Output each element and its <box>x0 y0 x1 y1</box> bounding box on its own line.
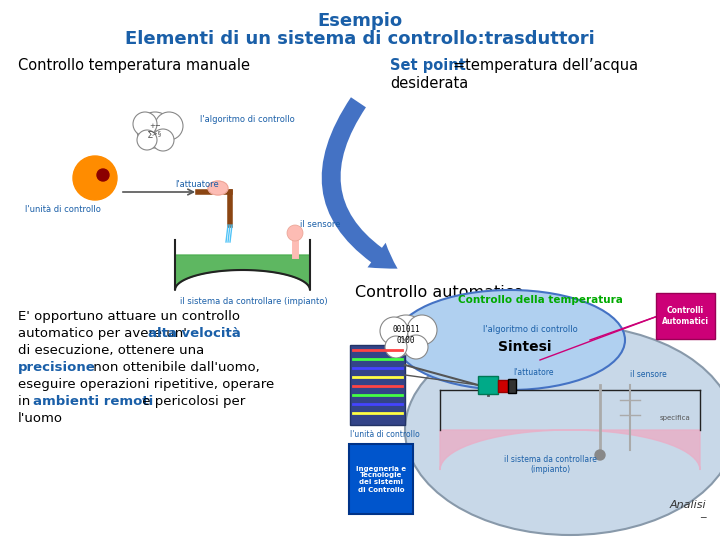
Text: l'algoritmo di controllo: l'algoritmo di controllo <box>482 325 577 334</box>
Text: Controlli
Automatici: Controlli Automatici <box>662 306 708 326</box>
Circle shape <box>137 112 173 148</box>
Text: E' opportuno attuare un controllo: E' opportuno attuare un controllo <box>18 310 240 323</box>
Text: il sistema da controllare (impianto): il sistema da controllare (impianto) <box>180 297 328 306</box>
FancyBboxPatch shape <box>656 293 715 339</box>
Circle shape <box>287 225 303 241</box>
Circle shape <box>152 129 174 151</box>
Text: Controllo temperatura manuale: Controllo temperatura manuale <box>18 58 250 73</box>
Text: l'attuatore: l'attuatore <box>513 368 554 377</box>
FancyBboxPatch shape <box>478 376 498 394</box>
Text: il sensore: il sensore <box>630 370 667 379</box>
Text: _: _ <box>700 508 706 518</box>
Text: ambienti remoti: ambienti remoti <box>33 395 153 408</box>
Circle shape <box>595 450 605 460</box>
Ellipse shape <box>208 181 228 195</box>
Text: 001011
0100: 001011 0100 <box>392 325 420 345</box>
Text: l'attuatore: l'attuatore <box>175 180 219 189</box>
Text: il sistema da controllare
(impianto): il sistema da controllare (impianto) <box>503 455 596 475</box>
Circle shape <box>133 112 157 136</box>
Text: e pericolosi per: e pericolosi per <box>138 395 246 408</box>
Text: eseguire operazioni ripetitive, operare: eseguire operazioni ripetitive, operare <box>18 378 274 391</box>
Text: +−
∑>§: +− ∑>§ <box>148 123 162 137</box>
FancyArrowPatch shape <box>322 97 397 269</box>
Circle shape <box>97 169 109 181</box>
Circle shape <box>73 156 117 200</box>
Text: Elementi di un sistema di controllo:trasduttori: Elementi di un sistema di controllo:tras… <box>125 30 595 48</box>
Circle shape <box>137 130 157 150</box>
Text: l'unità di controllo: l'unità di controllo <box>350 430 420 439</box>
Text: Ingegneria e
Tecnologie
dei sistemi
di Controllo: Ingegneria e Tecnologie dei sistemi di C… <box>356 465 406 492</box>
Text: l'algoritmo di controllo: l'algoritmo di controllo <box>200 115 294 124</box>
Text: desiderata: desiderata <box>390 76 468 91</box>
Text: automatico per avere un': automatico per avere un' <box>18 327 191 340</box>
Ellipse shape <box>405 325 720 535</box>
Text: di esecuzione, ottenere una: di esecuzione, ottenere una <box>18 344 204 357</box>
Polygon shape <box>175 255 310 290</box>
Circle shape <box>155 112 183 140</box>
Text: specifica: specifica <box>660 415 690 421</box>
Text: in: in <box>18 395 35 408</box>
Text: Controllo della temperatura: Controllo della temperatura <box>458 295 622 305</box>
Text: l'uomo: l'uomo <box>18 412 63 425</box>
Text: =temperatura dell’acqua: =temperatura dell’acqua <box>453 58 638 73</box>
Polygon shape <box>440 430 700 470</box>
Ellipse shape <box>395 290 625 390</box>
Circle shape <box>386 315 426 355</box>
Ellipse shape <box>208 181 228 195</box>
Text: Esempio: Esempio <box>318 12 402 30</box>
Text: Sintesi: Sintesi <box>498 340 552 354</box>
FancyBboxPatch shape <box>508 379 516 393</box>
Text: precisione: precisione <box>18 361 96 374</box>
Text: non ottenibile dall'uomo,: non ottenibile dall'uomo, <box>89 361 260 374</box>
Circle shape <box>385 336 407 358</box>
FancyBboxPatch shape <box>350 345 405 425</box>
Text: Set point: Set point <box>390 58 466 73</box>
Circle shape <box>404 335 428 359</box>
Text: l'unità di controllo: l'unità di controllo <box>25 205 101 214</box>
Circle shape <box>407 315 437 345</box>
FancyBboxPatch shape <box>349 444 413 514</box>
Circle shape <box>380 317 408 345</box>
Text: alta velocità: alta velocità <box>148 327 240 340</box>
Text: Analisi: Analisi <box>670 500 706 510</box>
Text: il sensore: il sensore <box>300 220 341 229</box>
Text: Controllo automatico: Controllo automatico <box>355 285 523 300</box>
FancyBboxPatch shape <box>498 380 508 392</box>
